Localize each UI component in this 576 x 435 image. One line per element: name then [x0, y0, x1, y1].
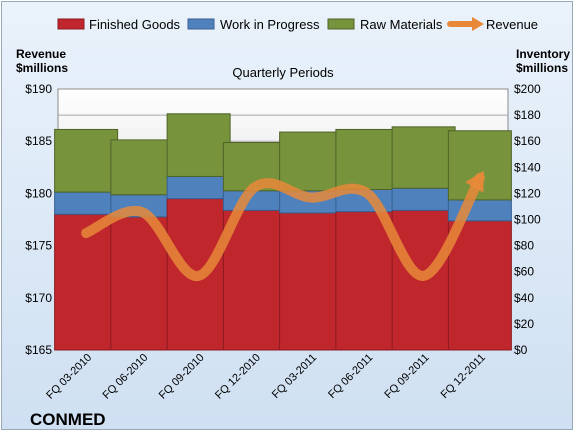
right-tick-label: $0: [514, 343, 528, 357]
bar-work-in-progress[interactable]: [166, 175, 231, 200]
bar-raw-materials[interactable]: [166, 113, 231, 177]
bar-work-in-progress[interactable]: [391, 187, 456, 211]
legend: Finished Goods Work in Progress Raw Mate…: [57, 17, 538, 32]
legend-item-raw-materials[interactable]: Raw Materials: [327, 17, 443, 32]
legend-swatch-finished-goods: [57, 18, 85, 30]
legend-swatch-raw-materials: [327, 18, 355, 30]
right-tick-label: $140: [514, 160, 541, 174]
revenue-line: [81, 170, 485, 281]
left-axis-ticks: $165 $170 $175 $180 $185 $190: [25, 82, 52, 357]
bar-raw-materials[interactable]: [110, 139, 175, 196]
legend-item-work-in-progress[interactable]: Work in Progress: [187, 17, 320, 32]
right-tick-label: $200: [514, 82, 541, 96]
right-tick-label: $20: [514, 317, 534, 331]
right-tick-label: $60: [514, 265, 534, 279]
legend-label-raw-materials: Raw Materials: [360, 17, 443, 32]
right-tick-label: $120: [514, 186, 541, 200]
x-axis-labels: FQ 03-2010 FQ 06-2010 FQ 09-2010 FQ 12-2010…: [44, 352, 488, 402]
revenue-line-path[interactable]: [81, 172, 485, 281]
left-tick-label: $175: [25, 239, 52, 253]
right-tick-label: $40: [514, 291, 534, 305]
x-tick-label: FQ 06-2010: [101, 352, 151, 402]
legend-swatch-work-in-progress: [187, 18, 215, 30]
bar-work-in-progress[interactable]: [54, 191, 119, 215]
legend-arrow-icon: [472, 17, 484, 31]
right-tick-label: $80: [514, 239, 534, 253]
x-tick-label: FQ 09-2011: [382, 352, 431, 401]
bar-finished-goods[interactable]: [222, 209, 287, 351]
company-name: CONMED: [30, 410, 106, 429]
legend-label-finished-goods: Finished Goods: [89, 17, 181, 32]
left-tick-label: $170: [25, 291, 52, 305]
legend-label-work-in-progress: Work in Progress: [220, 17, 320, 32]
bar-finished-goods[interactable]: [279, 212, 344, 351]
legend-item-finished-goods[interactable]: Finished Goods: [57, 17, 181, 32]
x-tick-label: FQ 06-2011: [326, 352, 375, 401]
chart-frame: Finished Goods Work in Progress Raw Mate…: [1, 1, 573, 430]
bar-raw-materials[interactable]: [54, 128, 119, 193]
left-tick-label: $180: [25, 186, 52, 200]
right-axis-title-line2: $millions: [516, 61, 568, 75]
bar-raw-materials[interactable]: [279, 131, 344, 192]
bar-raw-materials[interactable]: [391, 126, 456, 189]
revenue-arrow-icon: [465, 170, 484, 193]
legend-item-revenue[interactable]: Revenue: [447, 17, 538, 32]
bars: [54, 113, 512, 351]
right-tick-label: $160: [514, 134, 541, 148]
x-tick-label: FQ 09-2010: [157, 352, 207, 402]
left-tick-label: $185: [25, 134, 52, 148]
right-axis-ticks: $0 $20 $40 $60 $80 $100 $120 $140 $160 $180 $200: [514, 82, 541, 357]
x-tick-label: FQ 12-2011: [439, 352, 488, 401]
left-tick-label: $190: [25, 82, 52, 96]
bar-raw-materials[interactable]: [335, 128, 400, 190]
right-tick-label: $100: [514, 213, 541, 227]
legend-label-revenue: Revenue: [486, 17, 538, 32]
x-tick-label: FQ 03-2010: [44, 352, 94, 402]
left-tick-label: $165: [25, 343, 52, 357]
x-tick-label: FQ 12-2010: [213, 352, 263, 402]
left-axis-title-line1: Revenue: [16, 47, 66, 61]
right-tick-label: $180: [514, 108, 541, 122]
bar-finished-goods[interactable]: [447, 220, 512, 351]
chart-title: Quarterly Periods: [232, 65, 334, 80]
x-tick-label: FQ 03-2011: [270, 352, 319, 401]
left-axis-title-line2: $millions: [16, 61, 68, 75]
right-axis-title-line1: Inventory: [516, 47, 570, 61]
